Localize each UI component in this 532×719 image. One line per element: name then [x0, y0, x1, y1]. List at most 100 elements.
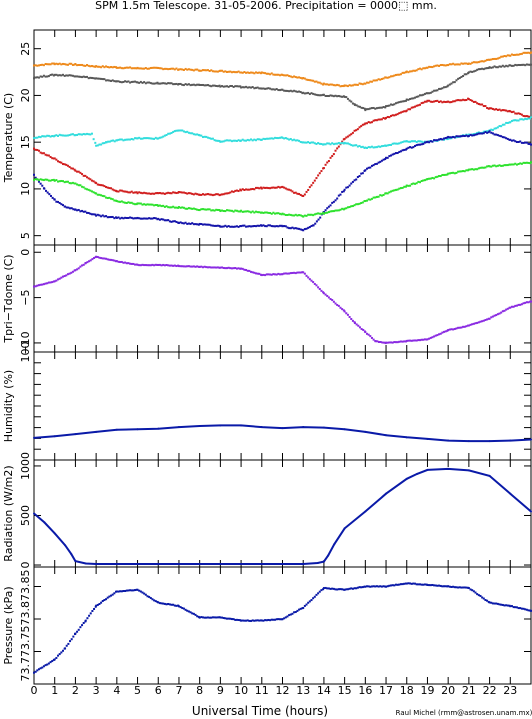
data-point	[356, 145, 359, 148]
data-point	[337, 209, 340, 212]
data-point	[272, 73, 275, 76]
data-point	[434, 176, 437, 179]
data-point	[490, 131, 493, 134]
data-point	[472, 322, 475, 325]
data-point	[68, 134, 71, 137]
data-point	[388, 584, 391, 587]
data-point	[447, 137, 450, 140]
data-point	[146, 203, 149, 206]
data-point	[65, 206, 68, 209]
data-point	[326, 294, 329, 297]
data-point	[482, 597, 485, 600]
data-point	[92, 138, 95, 141]
data-point	[370, 107, 373, 110]
x-tick-label: 6	[155, 684, 162, 697]
data-point	[386, 585, 389, 588]
data-point	[302, 91, 305, 94]
data-point	[410, 106, 413, 109]
data-point	[360, 586, 363, 589]
data-point	[158, 136, 161, 139]
data-point	[229, 84, 232, 87]
data-point	[296, 90, 299, 93]
data-point	[458, 77, 461, 80]
data-point	[158, 67, 161, 70]
data-point	[95, 563, 98, 566]
data-point	[105, 141, 108, 144]
data-point	[61, 163, 64, 166]
data-point	[264, 274, 267, 277]
data-point	[191, 132, 194, 135]
data-point	[372, 119, 375, 122]
data-point	[141, 591, 144, 594]
data-point	[162, 192, 165, 195]
data-point	[283, 617, 286, 620]
data-point	[343, 95, 346, 98]
data-point	[484, 59, 487, 62]
data-point	[358, 144, 361, 147]
data-point	[369, 335, 372, 338]
data-point	[512, 606, 515, 609]
data-point	[458, 170, 461, 173]
data-point	[196, 223, 199, 226]
data-point	[219, 193, 222, 196]
data-point	[96, 77, 99, 80]
data-point	[189, 265, 192, 268]
data-point	[509, 439, 512, 442]
data-point	[108, 140, 111, 143]
data-point	[146, 67, 149, 70]
data-point	[55, 200, 58, 203]
data-point	[361, 586, 364, 589]
data-point	[203, 193, 206, 196]
data-point	[455, 327, 458, 330]
data-point	[350, 182, 353, 185]
data-point	[486, 67, 489, 70]
data-point	[219, 424, 222, 427]
data-point	[274, 136, 277, 139]
data-point	[251, 86, 254, 89]
data-point	[350, 100, 353, 103]
data-point	[420, 143, 423, 146]
data-point	[324, 83, 327, 86]
data-point	[384, 158, 387, 161]
data-point	[49, 281, 52, 284]
data-point	[151, 263, 154, 266]
data-point	[479, 166, 482, 169]
data-point	[355, 587, 358, 590]
data-point	[386, 104, 389, 107]
data-point	[517, 607, 520, 610]
data-point	[124, 261, 127, 264]
data-point	[168, 220, 171, 223]
data-point	[407, 184, 410, 187]
data-point	[66, 74, 69, 77]
data-point	[237, 70, 240, 73]
data-point	[346, 142, 349, 145]
data-point	[58, 277, 61, 280]
data-point	[364, 199, 367, 202]
data-point	[239, 85, 242, 88]
data-point	[450, 101, 453, 104]
data-point	[422, 583, 425, 586]
data-point	[299, 193, 302, 196]
data-point	[265, 87, 268, 90]
data-point	[198, 563, 201, 566]
data-point	[264, 211, 267, 214]
data-point	[501, 109, 504, 112]
data-point	[390, 143, 393, 146]
data-point	[226, 71, 229, 74]
data-point	[455, 136, 458, 139]
data-point	[89, 189, 92, 192]
data-point	[205, 84, 208, 87]
data-point	[89, 212, 92, 215]
data-point	[386, 341, 389, 344]
data-point	[522, 161, 525, 164]
data-point	[157, 82, 160, 85]
data-point	[87, 188, 90, 191]
data-point	[491, 164, 494, 167]
data-point	[200, 616, 203, 619]
data-point	[298, 139, 301, 142]
data-point	[222, 70, 225, 73]
data-point	[53, 280, 56, 283]
data-point	[132, 217, 135, 220]
data-point	[208, 69, 211, 72]
data-point	[308, 278, 311, 281]
